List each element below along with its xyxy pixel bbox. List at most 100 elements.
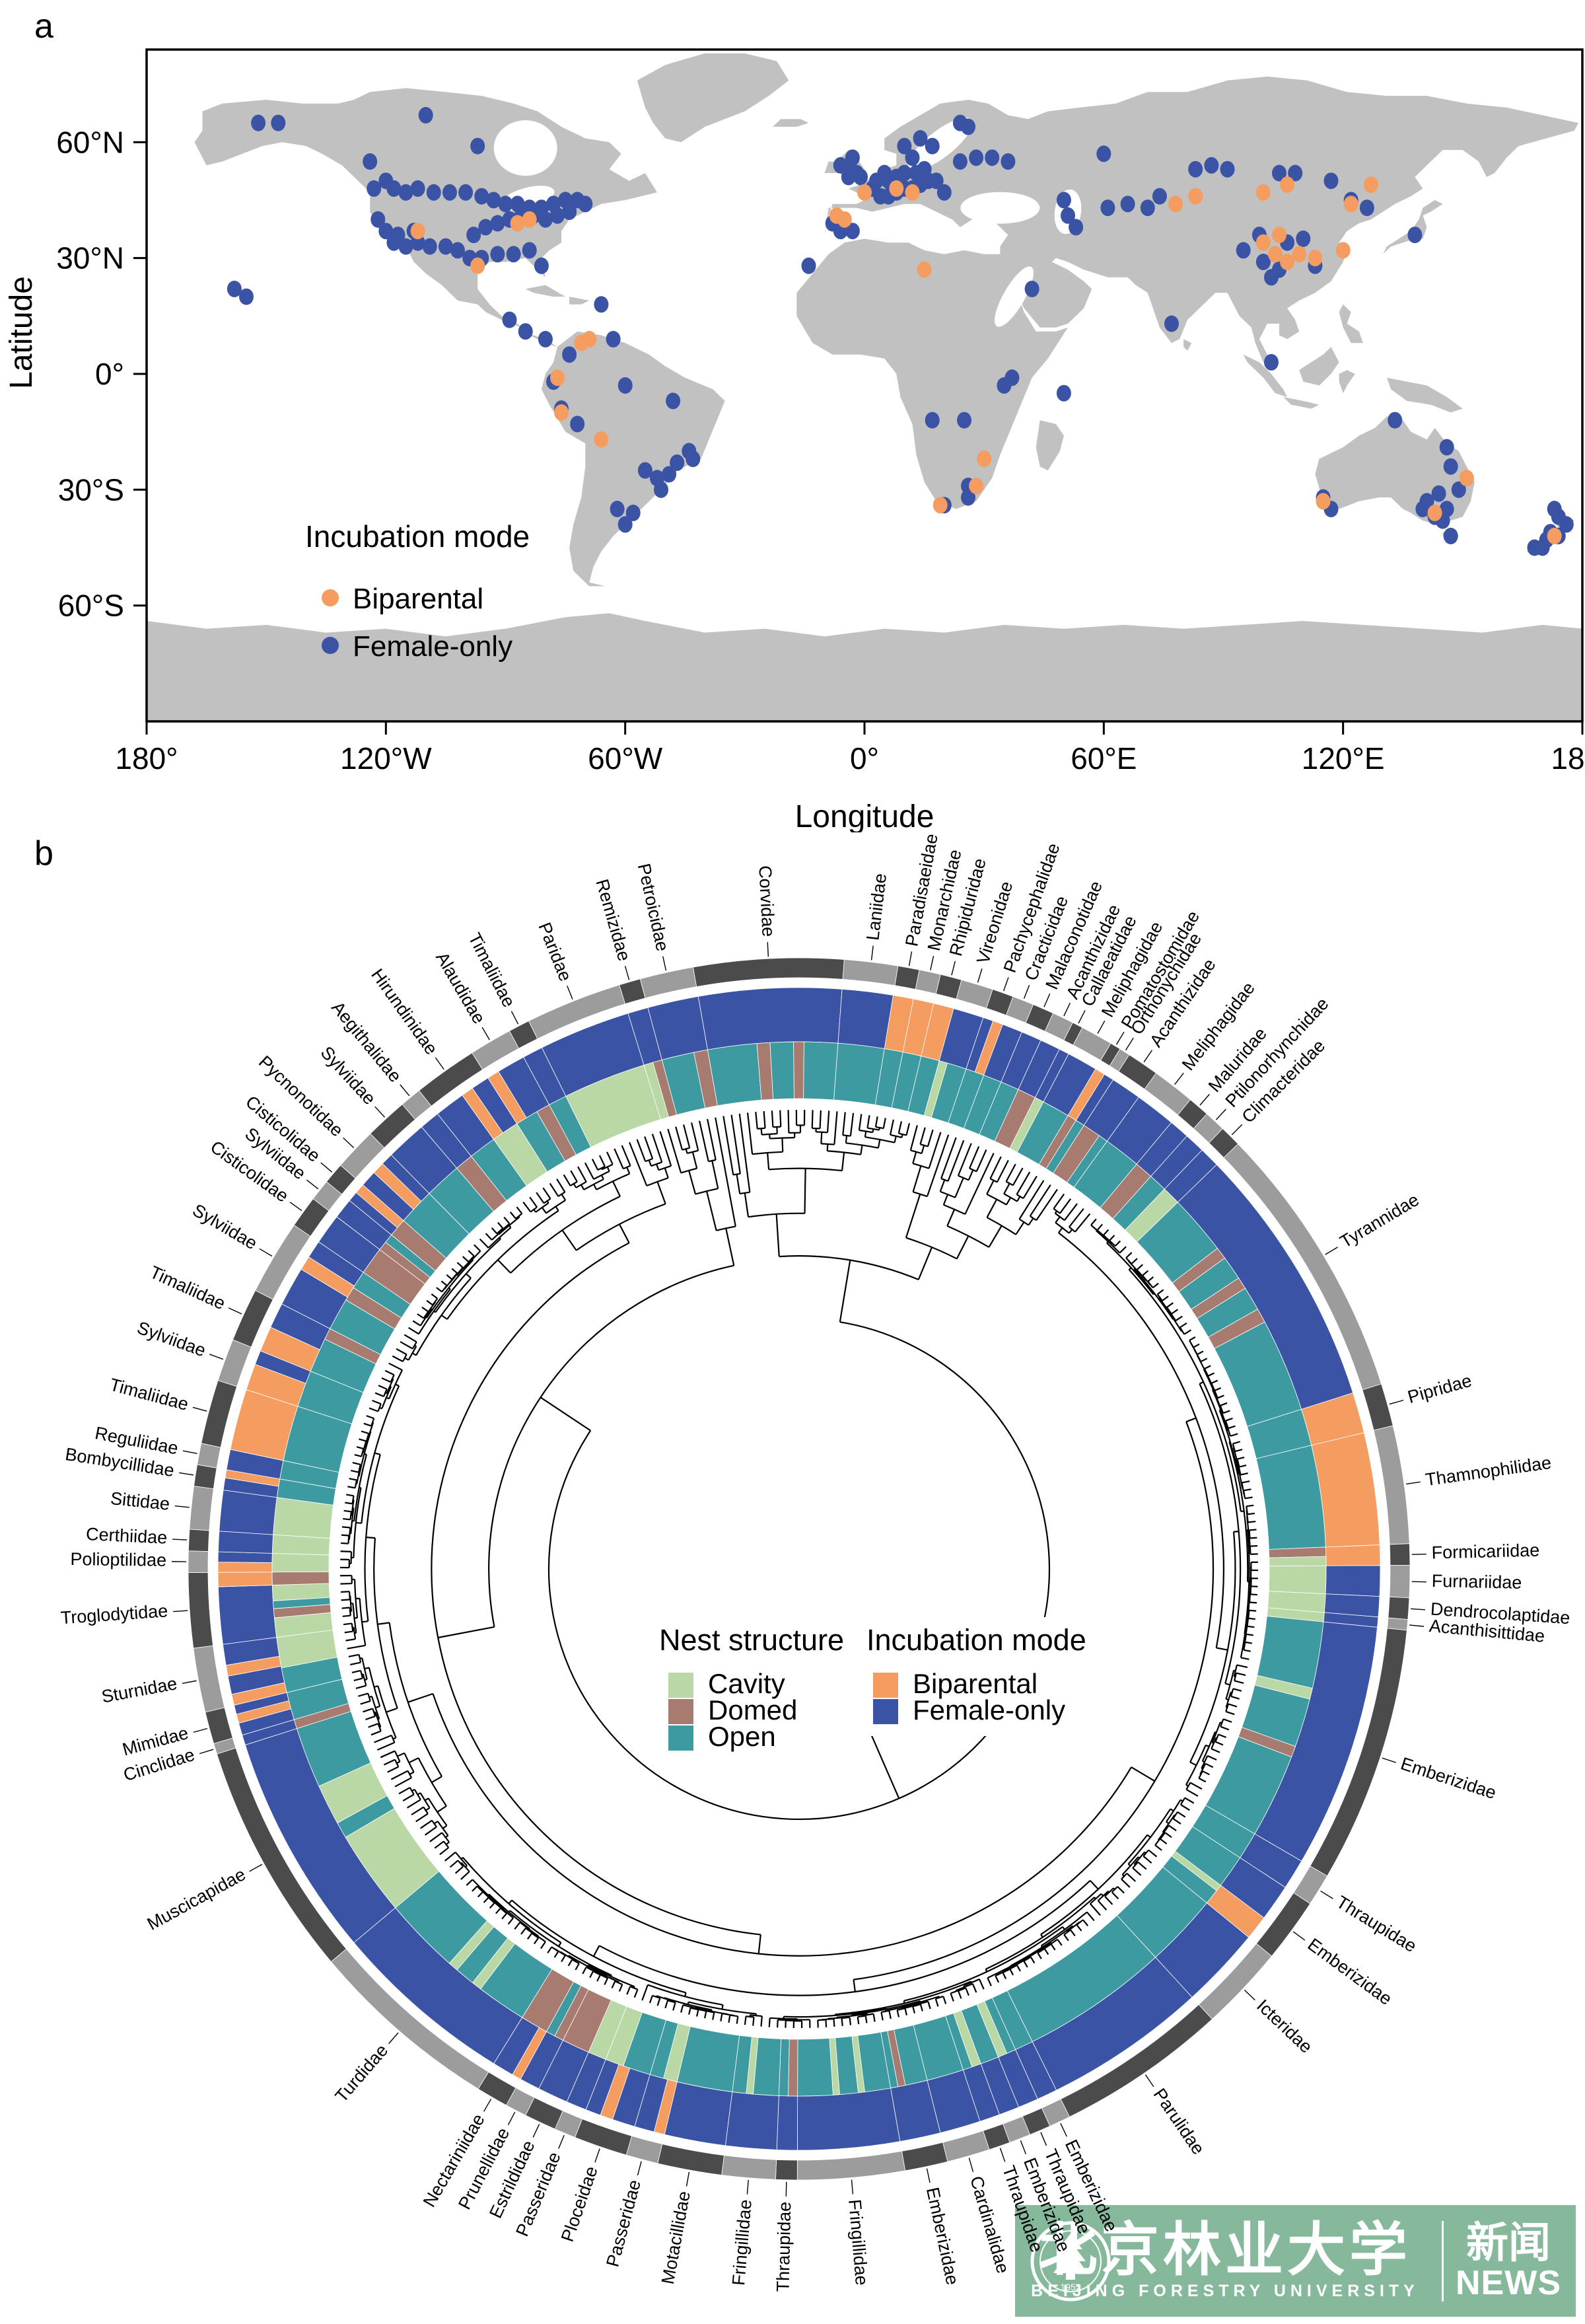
- map-point: [562, 346, 577, 363]
- map-point: [957, 412, 971, 429]
- map-point: [1459, 470, 1474, 487]
- map-point: [1443, 527, 1458, 544]
- family-label: Fringillidae: [845, 2198, 872, 2286]
- family-label: Passeridae: [602, 2177, 645, 2269]
- map-point: [1439, 439, 1454, 456]
- map-point: [1168, 196, 1183, 213]
- family-label: Polioptilidae: [70, 1549, 166, 1570]
- map-point: [1359, 200, 1374, 217]
- family-label: Thraupidae: [1333, 1892, 1420, 1956]
- news-tag-zh: 新闻: [1466, 2218, 1551, 2267]
- map-point: [239, 288, 254, 305]
- map-point: [538, 330, 553, 347]
- map-point: [1547, 527, 1562, 544]
- y-tick-label: 60°S: [58, 589, 124, 623]
- map-point: [458, 184, 474, 201]
- panel-b-label: b: [34, 834, 53, 873]
- map-point: [562, 203, 577, 220]
- map-landmasses: [147, 53, 1582, 721]
- map-point: [1120, 196, 1135, 213]
- map-point: [913, 129, 928, 147]
- map-point: [1061, 207, 1075, 224]
- map-point: [251, 114, 266, 131]
- map-point: [1096, 145, 1111, 163]
- map-legend-title: Incubation mode: [305, 519, 530, 554]
- family-label: Petroicidae: [634, 861, 673, 953]
- map-point: [897, 137, 912, 155]
- map-point: [410, 180, 425, 197]
- map-point: [961, 489, 975, 506]
- map-point: [1255, 254, 1271, 270]
- incubation-legend-title: Incubation mode: [866, 1623, 1086, 1657]
- map-point: [390, 227, 405, 244]
- map-point: [450, 242, 465, 259]
- legend-label: Female-only: [353, 630, 512, 663]
- map-point: [1443, 458, 1458, 475]
- family-label: Sturnidae: [100, 1673, 178, 1707]
- map-point: [1427, 504, 1442, 521]
- map-point: [1272, 227, 1286, 244]
- map-point: [869, 172, 884, 190]
- legend-dot-female-only: [322, 637, 339, 654]
- map-point: [490, 215, 505, 232]
- map-point: [925, 137, 940, 155]
- map-point: [969, 478, 984, 494]
- map-point: [1255, 234, 1271, 251]
- legend-label: Biparental: [353, 583, 483, 615]
- map-point: [853, 168, 868, 186]
- family-label: Emberizidae: [923, 2185, 963, 2286]
- map-point: [1308, 250, 1323, 267]
- map-point: [510, 215, 525, 232]
- map-point: [498, 196, 513, 213]
- map-point: [841, 168, 856, 186]
- map-point: [1152, 188, 1167, 205]
- x-tick-label: 180°: [1551, 741, 1585, 776]
- map-point: [1001, 153, 1016, 170]
- map-point: [933, 497, 948, 514]
- map-point: [1024, 280, 1039, 297]
- map-point: [478, 219, 493, 236]
- map-point: [997, 377, 1012, 394]
- map-point: [1527, 539, 1542, 556]
- map-point: [470, 137, 485, 155]
- map-point: [1069, 219, 1084, 236]
- map-point: [1264, 353, 1279, 371]
- world-map-panel: 180° 120°W 60°W 0° 60°E 120°E 180° 60°N 30°N 0° 30…: [4, 48, 1585, 832]
- x-tick-label: 60°E: [1071, 741, 1137, 776]
- map-point: [670, 454, 685, 471]
- y-tick-label: 30°S: [58, 472, 124, 507]
- map-point: [470, 257, 485, 274]
- family-label: Turdidae: [332, 2041, 392, 2106]
- nest-legend-label: Cavity: [708, 1668, 785, 1699]
- map-point: [801, 257, 816, 274]
- map-point: [550, 369, 565, 386]
- map-point: [1236, 242, 1251, 259]
- map-point: [474, 188, 489, 205]
- nest-structure-ring: [271, 1041, 1327, 2097]
- map-point: [1255, 184, 1271, 201]
- map-point: [1272, 164, 1286, 182]
- y-tick-label: 60°N: [56, 125, 124, 159]
- map-point: [925, 412, 940, 429]
- family-label: Certhiidae: [86, 1524, 168, 1548]
- map-point: [1451, 481, 1466, 498]
- incubation-mode-ring: [217, 987, 1381, 2151]
- map-point: [1316, 493, 1331, 510]
- family-label: Formicariidae: [1431, 1541, 1539, 1563]
- map-points-biparental: [410, 176, 1562, 544]
- family-label: Laniidae: [863, 872, 890, 941]
- map-point: [1415, 501, 1430, 517]
- map-point: [1296, 230, 1311, 247]
- map-point: [610, 501, 625, 517]
- map-point: [654, 481, 668, 498]
- map-point: [905, 149, 920, 166]
- y-tick-label: 30°N: [56, 241, 124, 275]
- map-point: [442, 184, 457, 201]
- family-label: Furnariidae: [1432, 1571, 1522, 1593]
- map-point: [1056, 384, 1071, 402]
- map-point: [506, 246, 521, 263]
- map-point: [438, 238, 453, 255]
- nest-legend-swatch-domed: [668, 1699, 693, 1724]
- map-point: [969, 149, 984, 166]
